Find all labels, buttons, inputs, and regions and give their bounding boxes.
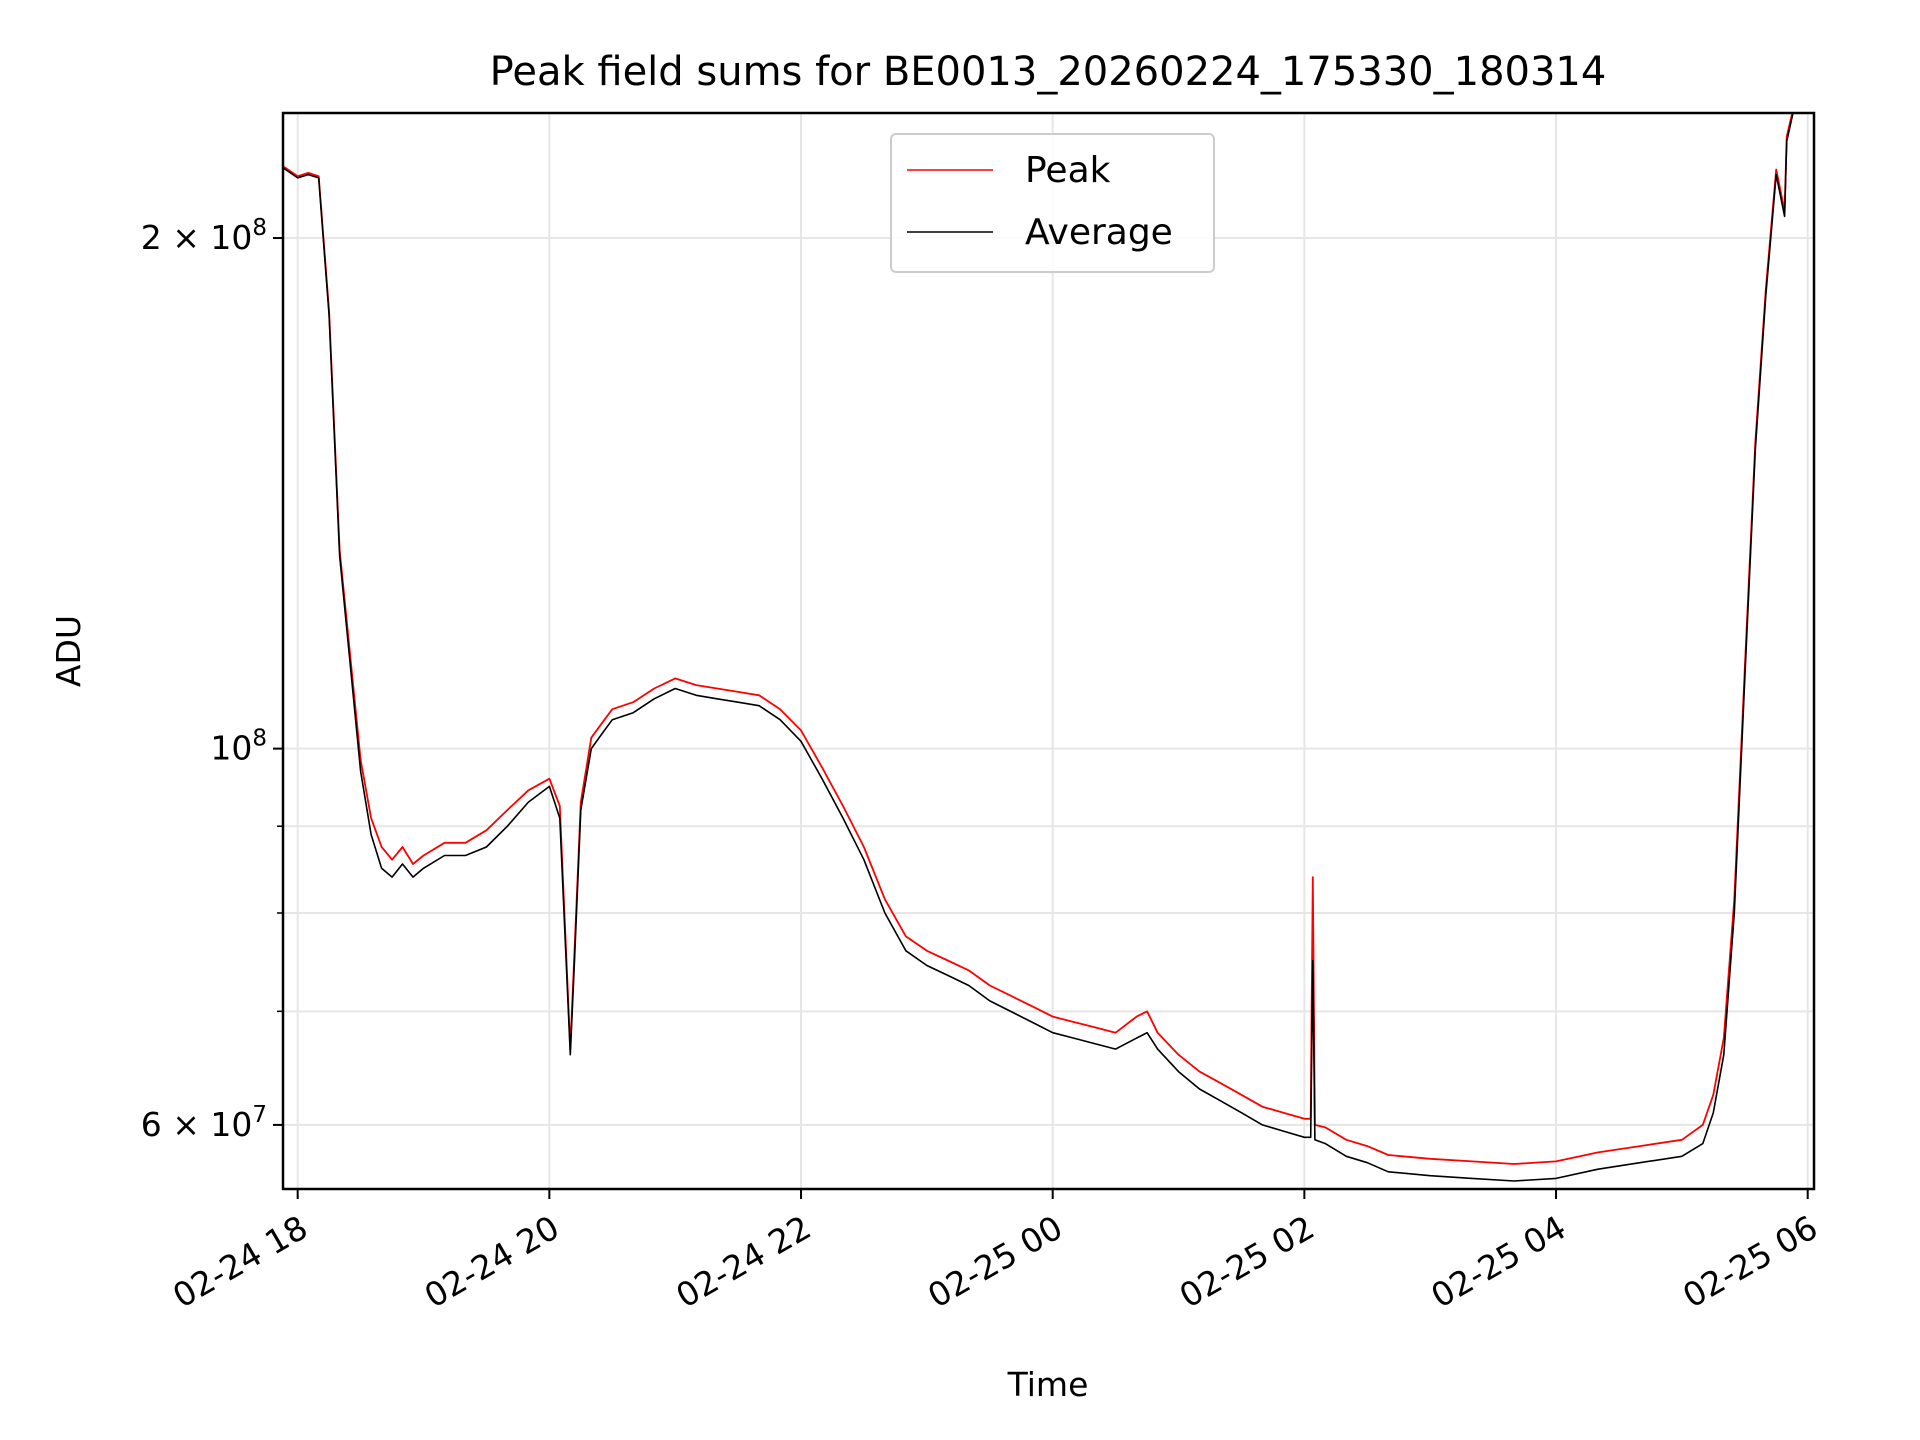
plot-area-frame — [281, 111, 1816, 1191]
legend-label-average: Average — [1025, 212, 1173, 253]
y-axis-label: ADU — [49, 615, 88, 687]
y-tick-label: 6 × 107 — [141, 1102, 267, 1144]
legend: Peak Average — [890, 133, 1215, 273]
series-lines — [283, 113, 1794, 1182]
series-line-peak — [283, 113, 1794, 1165]
y-tick-label: 2 × 108 — [141, 215, 267, 257]
legend-box — [890, 133, 1215, 273]
x-axis-label: Time — [1007, 1365, 1089, 1404]
series-line-average — [283, 113, 1794, 1182]
legend-label-peak: Peak — [1025, 150, 1111, 191]
chart-title: Peak field sums for BE0013_20260224_1753… — [490, 49, 1607, 95]
